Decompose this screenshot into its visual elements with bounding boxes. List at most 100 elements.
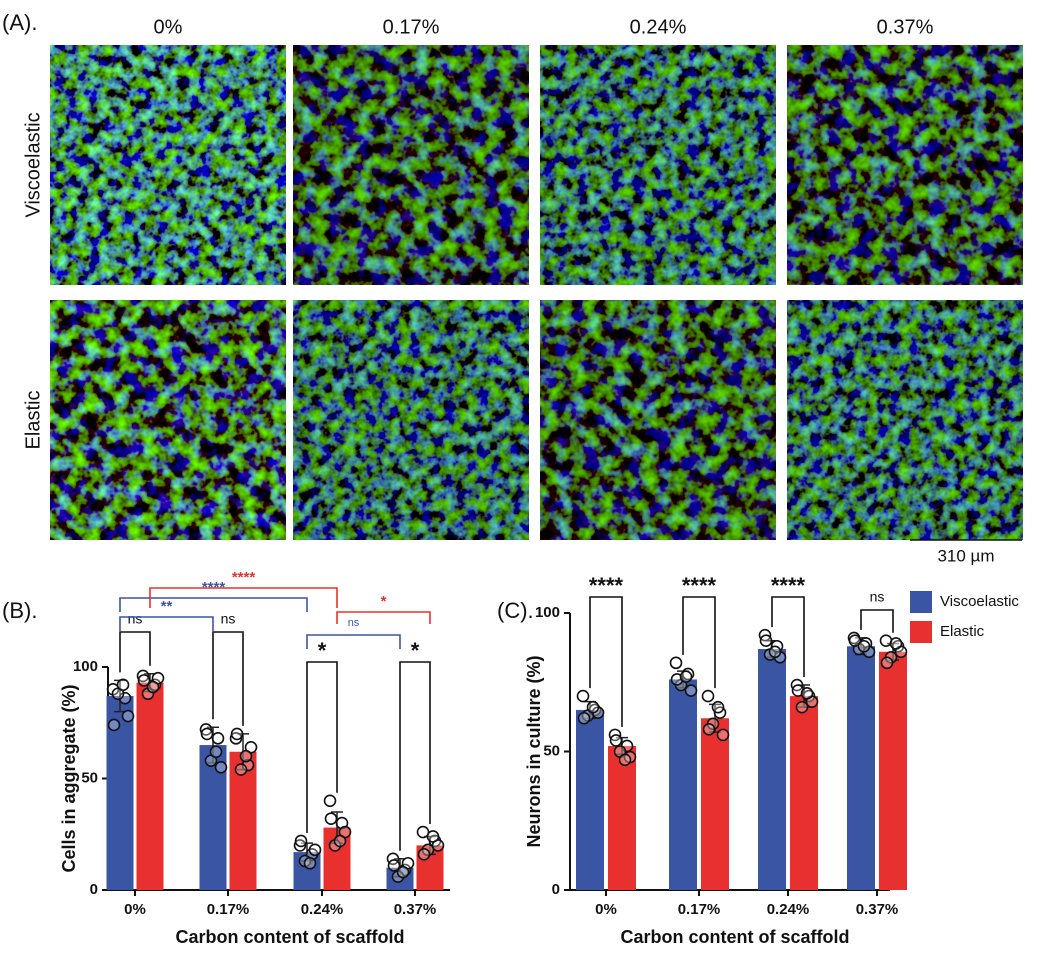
data-point bbox=[323, 794, 337, 808]
scale-bar-label: 310 µm bbox=[937, 546, 994, 565]
significance-label: * bbox=[411, 638, 420, 663]
legend-label: Elastic bbox=[940, 623, 985, 640]
micrograph bbox=[540, 45, 776, 285]
column-header: 0.24% bbox=[630, 16, 687, 38]
x-tick-label: 0.37% bbox=[856, 901, 899, 918]
micrograph bbox=[540, 300, 776, 540]
data-point bbox=[416, 825, 430, 839]
data-point bbox=[387, 859, 401, 872]
data-point bbox=[795, 700, 809, 714]
data-point bbox=[137, 674, 151, 687]
significance-label: **** bbox=[682, 573, 717, 598]
micrograph bbox=[50, 45, 286, 285]
significance-bracket bbox=[212, 631, 244, 726]
significance-label: ns bbox=[221, 611, 236, 627]
data-point bbox=[199, 723, 213, 736]
data-point bbox=[711, 700, 725, 714]
significance-label: **** bbox=[771, 573, 806, 598]
data-point bbox=[857, 639, 871, 653]
micrograph bbox=[50, 300, 286, 540]
y-tick-label: 50 bbox=[81, 769, 98, 786]
data-point bbox=[234, 763, 248, 776]
data-point bbox=[889, 637, 903, 650]
significance-label: **** bbox=[232, 569, 256, 586]
significance-bracket bbox=[119, 597, 308, 612]
x-tick-label: 0% bbox=[124, 901, 146, 918]
bar bbox=[136, 682, 164, 890]
significance-bracket bbox=[771, 596, 805, 678]
legend-swatch bbox=[910, 621, 932, 643]
data-point bbox=[118, 691, 132, 705]
column-header: 0.37% bbox=[877, 16, 934, 38]
y-tick-label: 50 bbox=[543, 742, 560, 759]
x-axis-title: Carbon content of scaffold bbox=[176, 927, 405, 947]
significance-bracket bbox=[336, 611, 431, 624]
data-point bbox=[200, 727, 214, 741]
x-axis-title: Carbon content of scaffold bbox=[621, 927, 850, 947]
data-point bbox=[586, 700, 600, 714]
data-point bbox=[230, 727, 244, 741]
data-point bbox=[701, 689, 715, 703]
significance-bracket bbox=[589, 596, 623, 727]
column-header: 0.17% bbox=[383, 16, 440, 38]
data-point bbox=[239, 749, 253, 763]
data-point bbox=[684, 684, 698, 697]
x-tick-label: 0.24% bbox=[767, 901, 810, 918]
x-tick-label: 0.17% bbox=[678, 901, 721, 918]
column-header: 0% bbox=[154, 16, 183, 38]
micrograph-grid bbox=[50, 45, 1023, 540]
row-header: Viscoelastic bbox=[22, 112, 44, 217]
significance-bracket bbox=[306, 634, 401, 649]
bar bbox=[790, 696, 818, 890]
data-point bbox=[293, 839, 307, 852]
data-point bbox=[303, 856, 317, 870]
bar bbox=[669, 679, 697, 890]
data-point bbox=[308, 843, 322, 857]
legend-swatch bbox=[910, 591, 932, 613]
bar bbox=[106, 695, 134, 890]
data-point bbox=[716, 728, 730, 742]
data-point bbox=[768, 645, 782, 659]
data-point bbox=[426, 830, 440, 843]
y-axis-title: Neurons in culture (%) bbox=[524, 655, 544, 847]
data-point bbox=[759, 634, 773, 648]
x-tick-label: 0.24% bbox=[301, 901, 344, 918]
bar bbox=[199, 745, 227, 890]
significance-label: ** bbox=[161, 598, 173, 615]
data-point bbox=[294, 834, 308, 848]
bar bbox=[758, 649, 786, 890]
significance-label: * bbox=[318, 638, 327, 663]
significance-label: ns bbox=[870, 589, 885, 605]
y-tick-label: 0 bbox=[552, 881, 560, 898]
significance-label: ns bbox=[128, 611, 143, 627]
significance-label: * bbox=[381, 593, 387, 610]
data-point bbox=[800, 687, 814, 700]
y-tick-label: 0 bbox=[90, 881, 98, 898]
data-point bbox=[333, 834, 347, 848]
data-point bbox=[618, 753, 632, 767]
data-point bbox=[107, 718, 121, 732]
data-point bbox=[229, 732, 243, 745]
micrograph bbox=[293, 300, 529, 540]
data-point bbox=[211, 732, 225, 745]
x-tick-label: 0.37% bbox=[394, 901, 437, 918]
significance-label: ns bbox=[348, 617, 360, 629]
bar bbox=[879, 651, 907, 890]
micrograph bbox=[787, 300, 1023, 540]
data-point bbox=[116, 678, 130, 692]
data-point bbox=[679, 670, 693, 684]
data-point bbox=[848, 634, 862, 648]
data-point bbox=[136, 669, 150, 683]
row-header: Elastic bbox=[22, 391, 44, 450]
data-point bbox=[880, 656, 894, 670]
data-point bbox=[121, 709, 135, 723]
significance-bracket bbox=[306, 661, 338, 833]
legend-label: Viscoelastic bbox=[940, 593, 1019, 610]
data-point bbox=[214, 761, 228, 774]
data-point bbox=[577, 711, 591, 725]
significance-bracket bbox=[119, 631, 151, 673]
significance-bracket bbox=[119, 616, 214, 631]
micrograph bbox=[293, 45, 529, 285]
